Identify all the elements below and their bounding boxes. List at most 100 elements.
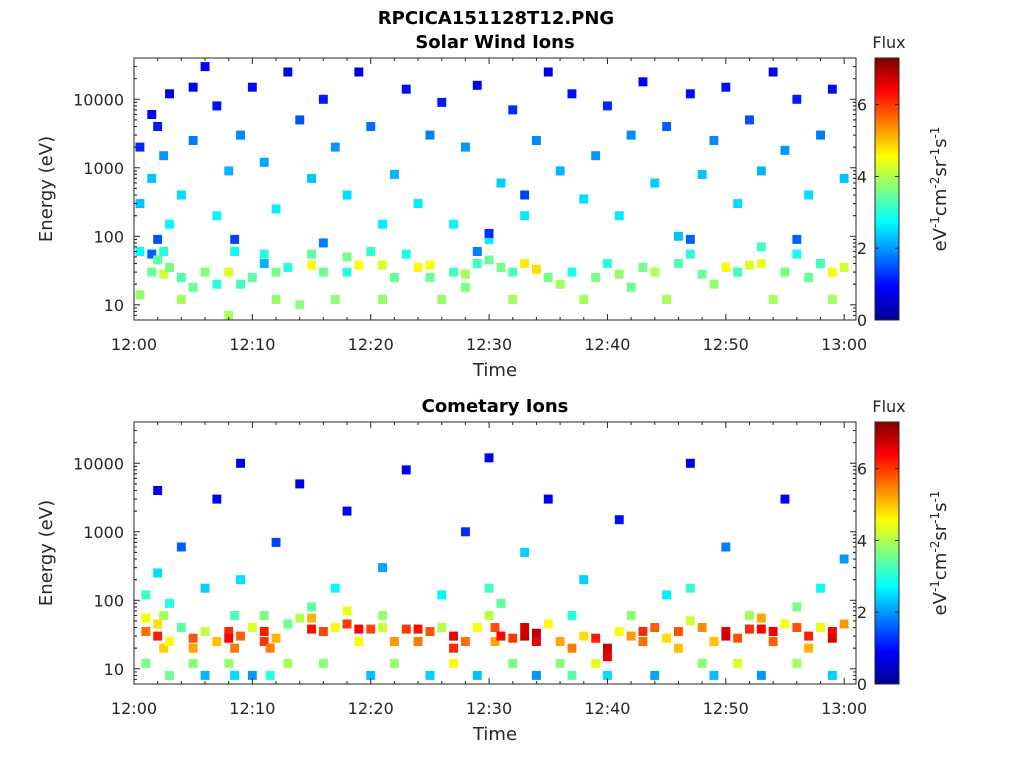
heatmap-cell [366,670,376,680]
heatmap-cell [318,238,328,248]
heatmap-cell [230,234,240,244]
heatmap-cell [496,631,506,641]
heatmap-cell [176,273,186,282]
plot-frame [133,57,857,321]
heatmap-cell [472,259,482,268]
heatmap-cell [342,190,352,200]
colorbar-tick-label: 2 [857,239,867,258]
heatmap-cell [461,527,470,537]
heatmap-cell [472,247,482,256]
colorbar-tick-label: 4 [857,167,867,186]
heatmap-cell [437,623,447,632]
panel-title: Cometary Ions [422,396,569,417]
heatmap-cell [259,259,269,268]
heatmap-cell [295,613,305,623]
colorbar: 0 2 4 6 Flux eV-1cm-2sr-1s-1 [857,33,951,330]
heatmap-cell [662,294,672,304]
colorbar: 0 2 4 6 Flux eV-1cm-2sr-1s-1 [857,397,951,694]
heatmap-cell [437,97,447,107]
heatmap-cell [756,670,766,680]
heatmap-cell [839,554,849,564]
heatmap-cell [295,300,305,310]
heatmap-cell [265,670,275,680]
heatmap-cell [354,260,364,270]
heatmap-cell [461,282,470,292]
heatmap-cell [614,211,624,221]
heatmap-cell [159,611,169,620]
heatmap-cell [721,82,731,92]
heatmap-cell [603,652,612,662]
x-tick-label: 12:50 [703,699,749,718]
heatmap-cell [135,247,145,256]
x-tick-label: 12:30 [466,699,512,718]
heatmap-cell [709,670,719,680]
heatmap-cell [188,633,198,643]
heatmap-cell [247,82,257,92]
y-tick-label: 1000 [83,159,124,178]
heatmap-cell [490,637,500,646]
heatmap-cell [816,259,825,268]
heatmap-cell [176,294,186,304]
heatmap-cell [674,231,683,241]
heatmap-cell [697,658,707,668]
heatmap-cell [792,234,802,244]
heatmap-cell [141,658,151,668]
heatmap-cell [283,67,293,77]
heatmap-cell [733,199,743,209]
heatmap-cell [165,263,174,272]
heatmap-cell [508,105,518,115]
x-tick-label: 12:10 [229,699,275,718]
heatmap-cell [520,211,530,221]
heatmap-cell [378,611,387,620]
x-tick-label: 12:20 [348,335,394,354]
heatmap-cell [461,142,470,152]
heatmap-cell [307,602,316,612]
heatmap-cell [425,260,435,270]
heatmap-cell [200,62,210,72]
heatmap-cell [508,267,518,277]
heatmap-cell [484,234,494,244]
heatmap-cell [490,623,500,632]
heatmap-cell [390,637,399,646]
heatmap-cell [378,294,387,304]
heatmap-cell [188,136,198,145]
y-tick-label: 100 [93,591,124,610]
heatmap-cell [674,627,683,636]
heatmap-cell [200,267,210,277]
heatmap-cell [147,110,157,119]
heatmap-cell [147,249,157,259]
heatmap-cell [259,249,269,259]
heatmap-cell [153,234,163,244]
heatmap-cell [756,624,766,634]
heatmap-cell [188,82,198,92]
heatmap-cell [212,279,222,289]
heatmap-cell [745,115,754,125]
heatmap-cell [188,282,198,292]
y-tick-label: 10 [104,660,124,679]
heatmap-cell [401,624,411,634]
heatmap-cell [437,590,447,600]
heatmap-cell [449,643,458,653]
heatmap-cell [236,575,245,585]
heatmap-cell [532,264,541,274]
heatmap-cell [354,637,364,646]
heatmap-cell [176,623,186,632]
y-axis-label: Energy (eV) [36,500,57,606]
colorbar-tick-label: 6 [857,96,867,115]
heatmap-cell [709,637,719,646]
heatmap-cell [230,643,240,653]
heatmap-cell [247,670,257,680]
heatmap-cell [484,611,494,620]
y-tick-label: 10000 [73,454,124,473]
x-tick-label: 13:00 [821,699,867,718]
heatmap-cell [780,145,790,155]
heatmap-cell [165,89,174,99]
heatmap-cell [390,169,399,179]
heatmap-cell [496,598,506,608]
heatmap-cell [176,190,186,200]
heatmap-cell [555,637,565,646]
heatmap-cell [413,637,423,646]
heatmap-cell [662,122,672,131]
heatmap-cell [543,67,553,77]
heatmap-cell [153,486,163,495]
